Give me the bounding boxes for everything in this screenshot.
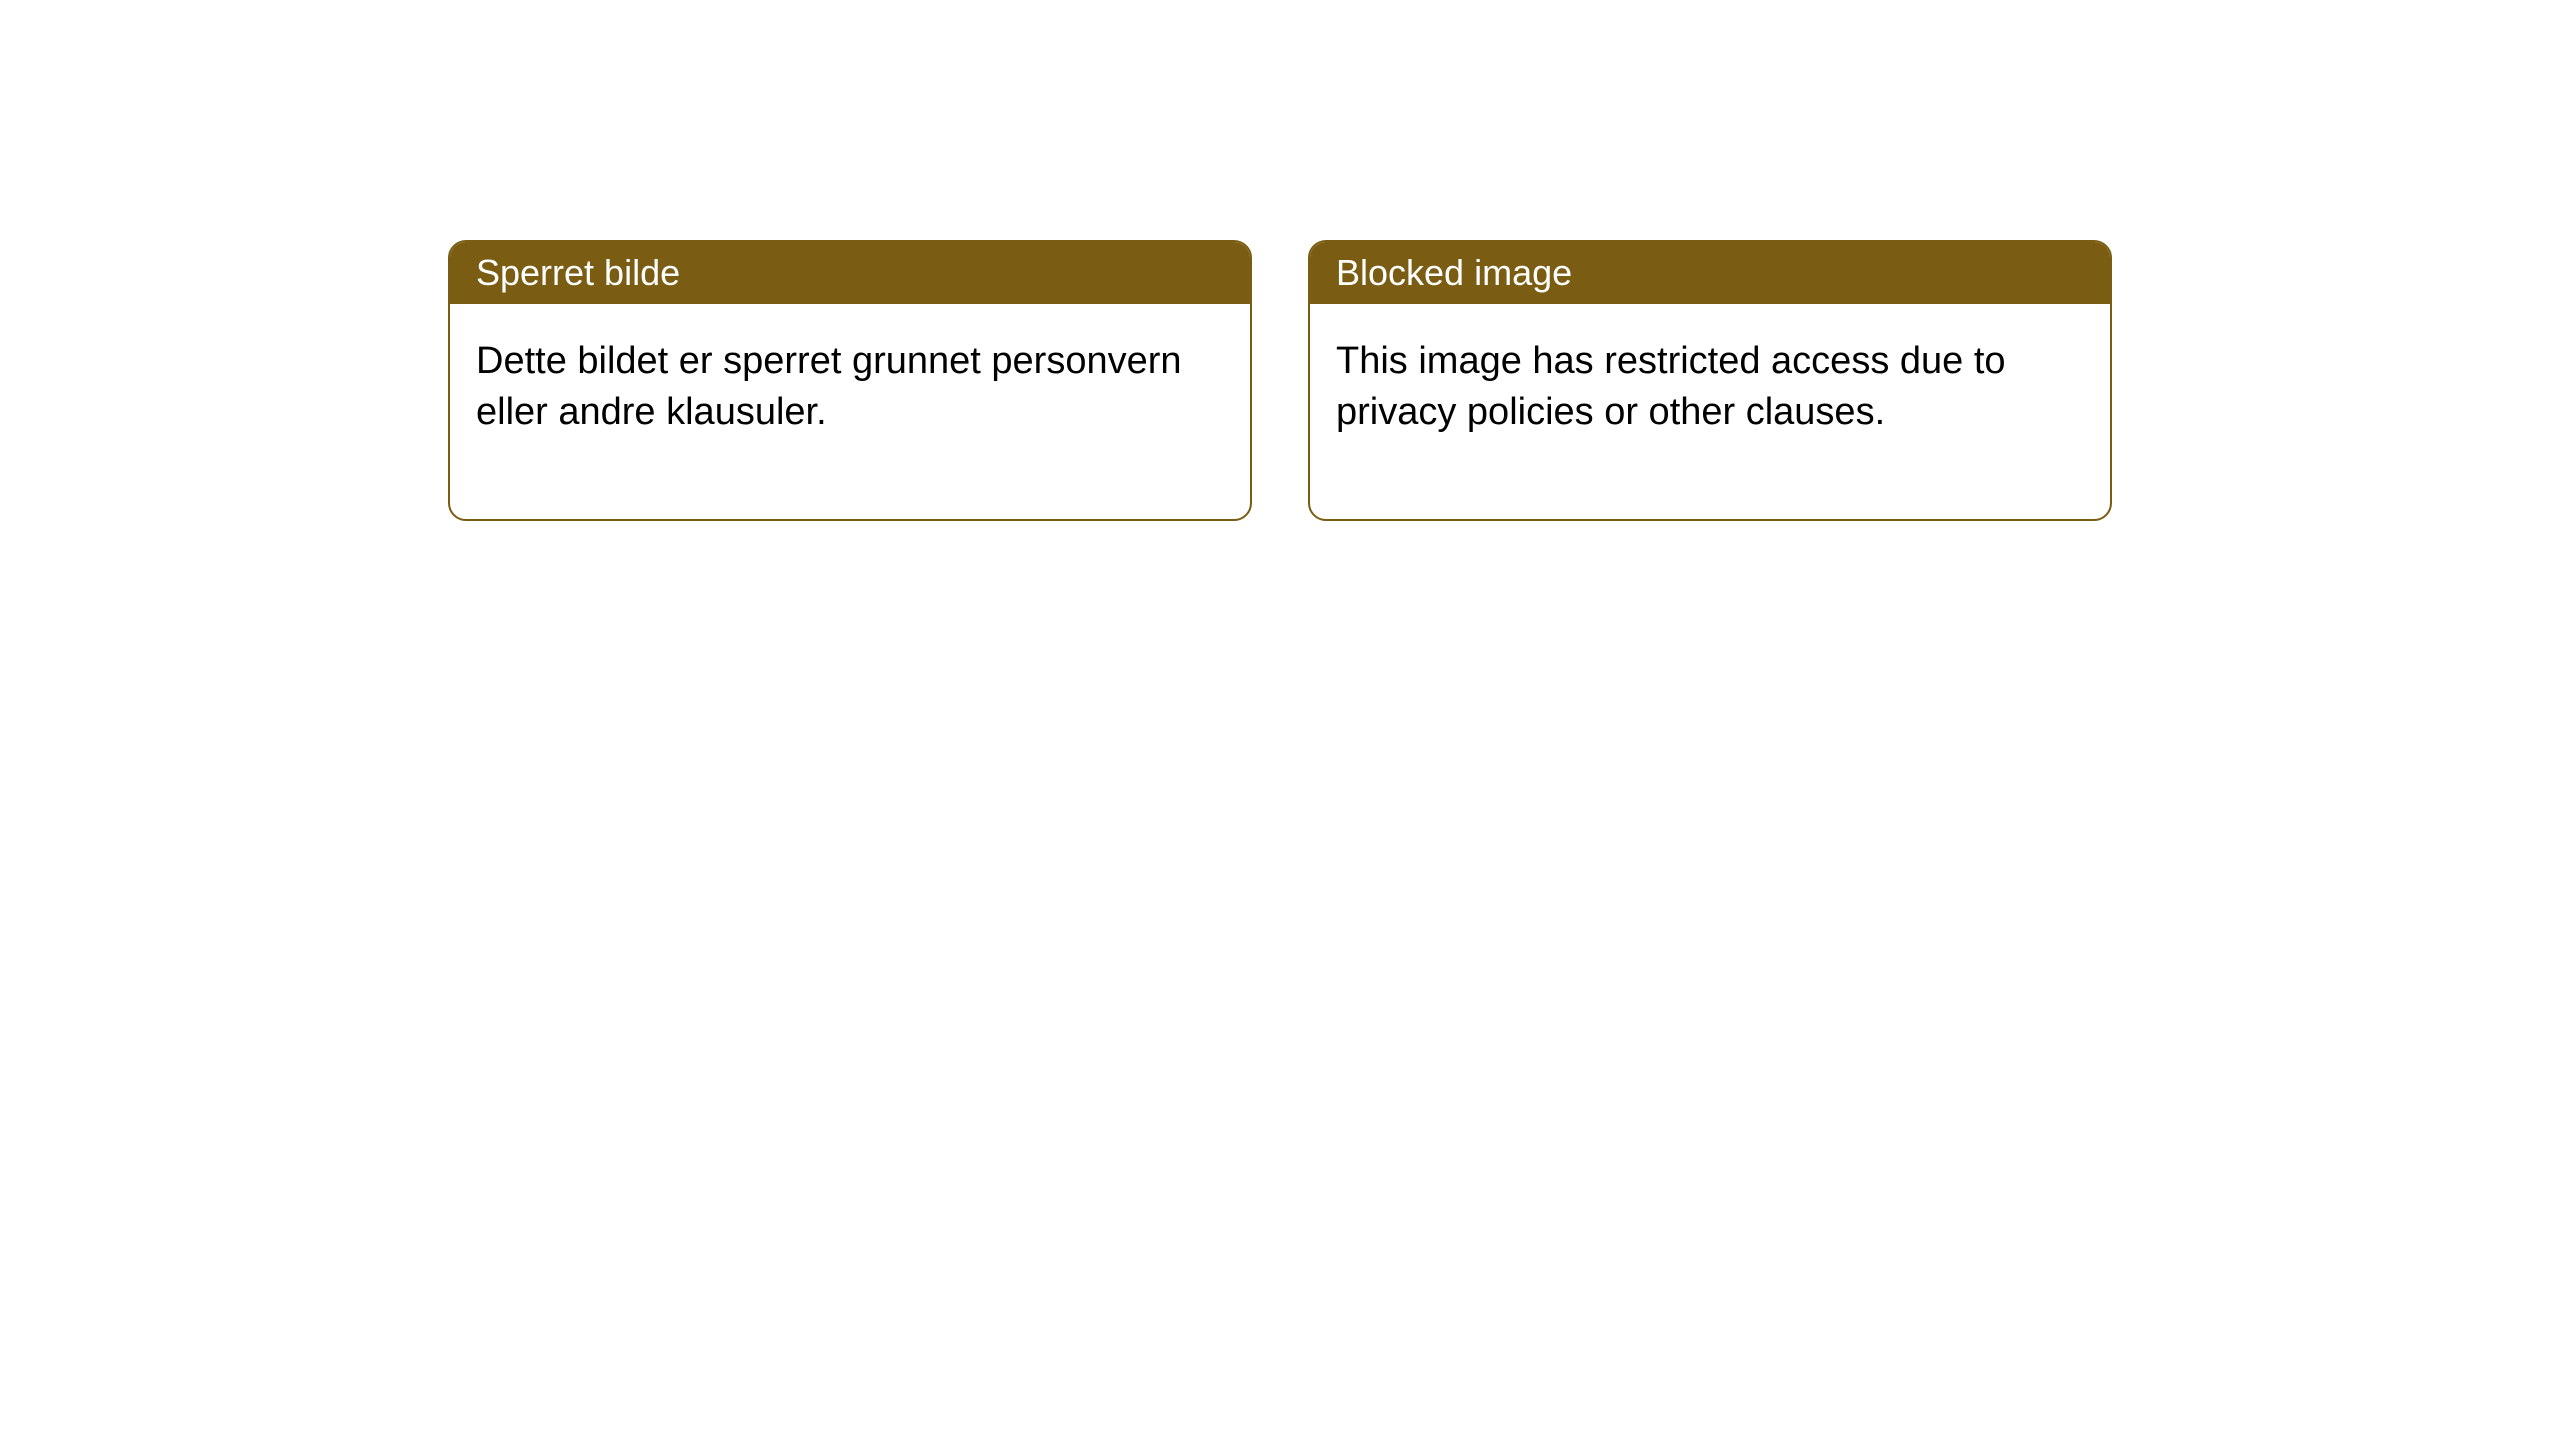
notice-header: Sperret bilde — [450, 242, 1250, 304]
notice-body-text: Dette bildet er sperret grunnet personve… — [476, 340, 1182, 433]
notice-body: Dette bildet er sperret grunnet personve… — [450, 304, 1250, 519]
notice-header: Blocked image — [1310, 242, 2110, 304]
notice-title: Sperret bilde — [476, 252, 680, 293]
notice-body-text: This image has restricted access due to … — [1336, 340, 2006, 433]
notice-container: Sperret bilde Dette bildet er sperret gr… — [0, 0, 2560, 521]
notice-box-norwegian: Sperret bilde Dette bildet er sperret gr… — [448, 240, 1252, 521]
notice-title: Blocked image — [1336, 252, 1572, 293]
notice-box-english: Blocked image This image has restricted … — [1308, 240, 2112, 521]
notice-body: This image has restricted access due to … — [1310, 304, 2110, 519]
